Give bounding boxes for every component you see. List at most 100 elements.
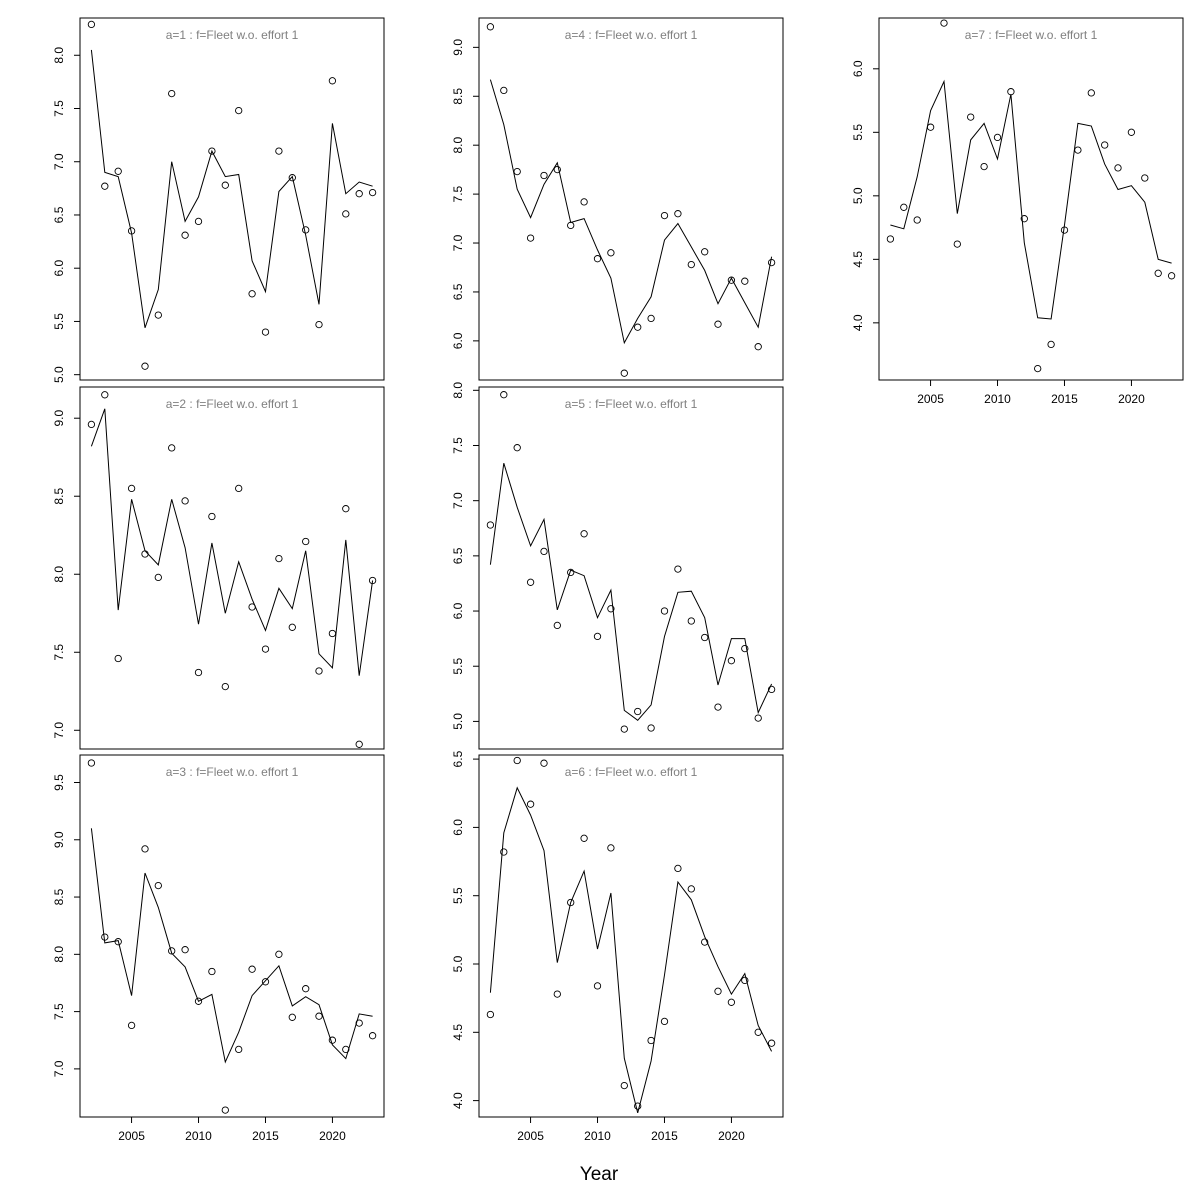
observed-point [540, 171, 548, 180]
observed-point [660, 1017, 669, 1026]
observed-point [328, 1036, 337, 1044]
observed-point [87, 759, 96, 767]
observed-point [87, 20, 96, 29]
observed-point [486, 23, 495, 31]
observed-point [342, 505, 350, 513]
observed-point [967, 113, 975, 121]
observed-point [248, 965, 256, 973]
y-tick-label: 6.5 [451, 283, 465, 300]
y-tick-label: 7.5 [52, 100, 66, 117]
observed-point [235, 1045, 243, 1054]
observed-point [302, 537, 310, 546]
plot-frame [79, 754, 385, 1118]
observed-point [114, 167, 122, 175]
observed-point [767, 1039, 776, 1047]
observed-point [634, 1102, 642, 1110]
observed-point [660, 211, 669, 220]
x-tick-label: 2005 [517, 1129, 544, 1143]
observed-point [580, 198, 588, 206]
panel-a7: a=7 : f=Fleet w.o. effort 1 4.0 4.5 5.0 5.5 6… [851, 17, 1184, 406]
observed-point [1127, 128, 1136, 136]
panel-a3: a=3 : f=Fleet w.o. effort 1 7.0 7.5 8.0 8.5 9… [52, 754, 385, 1143]
observed-point [194, 217, 203, 226]
y-tick-label: 6.5 [52, 206, 66, 223]
observed-point [1154, 269, 1162, 277]
observed-point [634, 323, 642, 331]
panel-title: a=4 : f=Fleet w.o. effort 1 [565, 28, 698, 42]
observed-point [275, 950, 283, 958]
observed-point [1141, 174, 1149, 182]
observed-point [208, 512, 216, 521]
x-tick-label: 2020 [1118, 392, 1145, 406]
observed-point [526, 800, 535, 808]
observed-point [580, 834, 588, 842]
observed-point [355, 740, 363, 748]
observed-point [553, 165, 561, 174]
observed-point [127, 484, 136, 493]
panel-title: a=7 : f=Fleet w.o. effort 1 [965, 28, 1098, 42]
y-tick-label: 5.5 [52, 313, 66, 330]
y-tick-label: 5.5 [451, 887, 465, 904]
observed-point [674, 864, 682, 873]
observed-point [687, 617, 695, 625]
observed-point [328, 77, 337, 85]
x-tick-label: 2010 [584, 1129, 611, 1143]
y-tick-label: 4.0 [451, 1092, 465, 1109]
observed-point [567, 568, 575, 577]
observed-point [248, 290, 256, 298]
plot-frame [79, 386, 385, 750]
y-tick-label: 7.0 [52, 153, 66, 170]
plot-frame [878, 17, 1184, 381]
observed-point [620, 369, 628, 377]
observed-point [953, 240, 961, 248]
observed-point [486, 521, 495, 529]
observed-point [767, 685, 776, 694]
x-tick-label: 2010 [984, 392, 1011, 406]
observed-point [500, 848, 508, 856]
observed-point [275, 554, 283, 563]
observed-point [315, 667, 323, 675]
y-tick-label: 5.0 [851, 187, 865, 204]
observed-point [235, 484, 243, 493]
panel-a4: a=4 : f=Fleet w.o. effort 1 6.0 6.5 7.0 7.5 8… [451, 17, 784, 381]
observed-point [288, 1013, 296, 1021]
observed-point [607, 844, 615, 852]
y-tick-label: 7.5 [52, 1003, 66, 1020]
y-tick-label: 5.0 [451, 713, 465, 730]
y-tick-label: 6.0 [451, 819, 465, 836]
panel-a5: a=5 : f=Fleet w.o. effort 1 5.0 5.5 6.0 6.5 7… [451, 382, 784, 750]
observed-point [275, 147, 283, 155]
observed-point [607, 249, 615, 257]
y-tick-label: 5.5 [451, 658, 465, 675]
observed-point [127, 1021, 136, 1030]
observed-point [714, 703, 722, 711]
y-tick-label: 8.5 [52, 888, 66, 905]
observed-point [754, 1028, 762, 1036]
observed-point [540, 547, 548, 556]
observed-point [701, 938, 709, 946]
observed-point [141, 845, 149, 853]
observed-point [181, 946, 189, 954]
observed-point [701, 248, 709, 256]
y-tick-label: 5.5 [851, 124, 865, 141]
panels: a=1 : f=Fleet w.o. effort 1 5.0 5.5 6.0 6.5 7… [52, 17, 1184, 1143]
y-tick-label: 8.5 [451, 88, 465, 105]
x-axis-title: Year [580, 1164, 619, 1185]
observed-point [913, 216, 921, 224]
observed-point [634, 707, 642, 716]
x-tick-label: 2005 [118, 1129, 145, 1143]
observed-point [754, 714, 762, 722]
y-tick-label: 7.0 [451, 234, 465, 251]
observed-point [1047, 340, 1055, 349]
observed-point [368, 188, 377, 197]
observed-point [647, 314, 655, 323]
y-tick-label: 7.0 [52, 722, 66, 739]
observed-point [355, 190, 363, 198]
observed-point [261, 978, 270, 986]
observed-point [315, 1012, 323, 1020]
observed-point [221, 181, 229, 189]
y-tick-label: 6.0 [52, 260, 66, 277]
y-tick-label: 5.0 [52, 366, 66, 383]
observed-point [368, 576, 377, 585]
observed-point [714, 987, 722, 995]
